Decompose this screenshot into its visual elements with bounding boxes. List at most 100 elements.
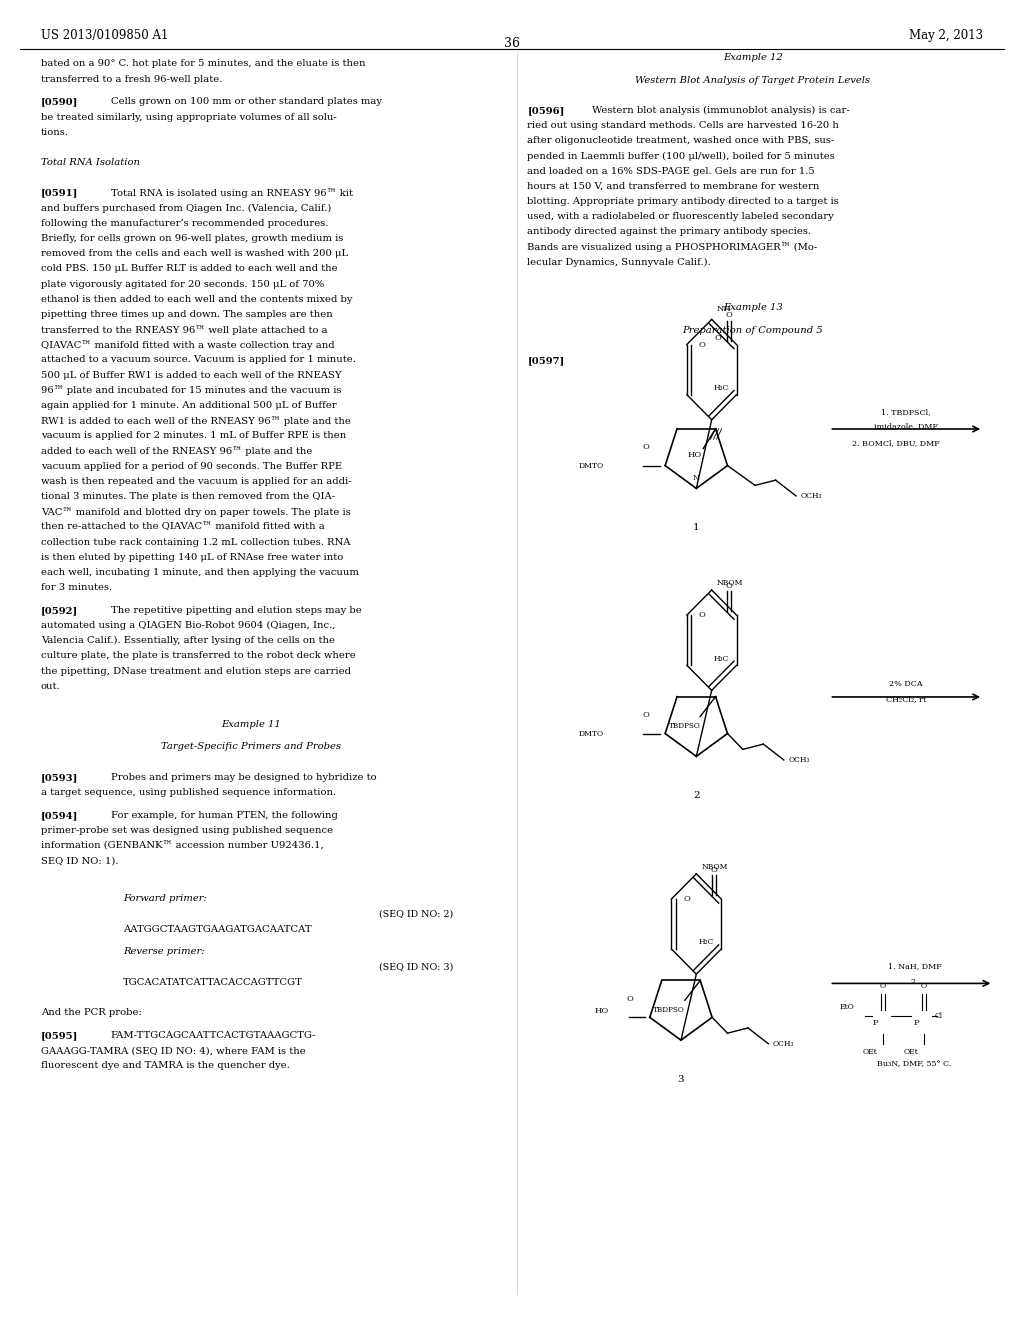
Text: [0590]: [0590] [41, 98, 78, 107]
Text: blotting. Appropriate primary antibody directed to a target is: blotting. Appropriate primary antibody d… [527, 197, 839, 206]
Text: 36: 36 [504, 37, 520, 50]
Text: 1: 1 [693, 524, 699, 532]
Text: TBDPSO: TBDPSO [669, 722, 700, 730]
Text: 1. TBDPSCl,: 1. TBDPSCl, [882, 408, 931, 416]
Text: is then eluted by pipetting 140 μL of RNAse free water into: is then eluted by pipetting 140 μL of RN… [41, 553, 343, 562]
Text: vacuum applied for a period of 90 seconds. The Buffer RPE: vacuum applied for a period of 90 second… [41, 462, 342, 471]
Text: Forward primer:: Forward primer: [123, 894, 207, 903]
Text: Example 11: Example 11 [221, 719, 281, 729]
Text: information (GENBANK™ accession number U92436.1,: information (GENBANK™ accession number U… [41, 841, 324, 850]
Text: H₃C: H₃C [698, 939, 714, 946]
Text: AATGGCTAAGTGAAGATGACAATCAT: AATGGCTAAGTGAAGATGACAATCAT [123, 924, 311, 933]
Text: O: O [642, 444, 649, 451]
Text: pended in Laemmli buffer (100 μl/well), boiled for 5 minutes: pended in Laemmli buffer (100 μl/well), … [527, 152, 836, 161]
Text: be treated similarly, using appropriate volumes of all solu-: be treated similarly, using appropriate … [41, 112, 337, 121]
Text: O: O [726, 582, 733, 590]
Text: [0596]: [0596] [527, 106, 564, 115]
Text: wash is then repeated and the vacuum is applied for an addi-: wash is then repeated and the vacuum is … [41, 477, 351, 486]
Text: Western Blot Analysis of Target Protein Levels: Western Blot Analysis of Target Protein … [635, 75, 870, 84]
Text: VAC™ manifold and blotted dry on paper towels. The plate is: VAC™ manifold and blotted dry on paper t… [41, 507, 350, 517]
Text: again applied for 1 minute. An additional 500 μL of Buffer: again applied for 1 minute. An additiona… [41, 401, 337, 411]
Text: following the manufacturer’s recommended procedures.: following the manufacturer’s recommended… [41, 219, 329, 228]
Text: 96™ plate and incubated for 15 minutes and the vacuum is: 96™ plate and incubated for 15 minutes a… [41, 385, 341, 396]
Text: US 2013/0109850 A1: US 2013/0109850 A1 [41, 29, 168, 42]
Text: 3: 3 [678, 1076, 684, 1084]
Text: H₃C: H₃C [714, 384, 729, 392]
Text: HO: HO [688, 451, 702, 459]
Text: CH₂Cl₂, rt: CH₂Cl₂, rt [886, 696, 927, 704]
Text: Western blot analysis (immunoblot analysis) is car-: Western blot analysis (immunoblot analys… [592, 106, 850, 115]
Text: For example, for human PTEN, the following: For example, for human PTEN, the followi… [111, 810, 338, 820]
Text: used, with a radiolabeled or fluorescently labeled secondary: used, with a radiolabeled or fluorescent… [527, 213, 835, 222]
Text: [0594]: [0594] [41, 810, 78, 820]
Text: vacuum is applied for 2 minutes. 1 mL of Buffer RPE is then: vacuum is applied for 2 minutes. 1 mL of… [41, 432, 346, 441]
Text: pipetting three times up and down. The samples are then: pipetting three times up and down. The s… [41, 310, 333, 319]
Text: O: O [921, 982, 927, 990]
Text: QIAVAC™ manifold fitted with a waste collection tray and: QIAVAC™ manifold fitted with a waste col… [41, 341, 335, 350]
Text: P: P [913, 1019, 920, 1027]
Text: Target-Specific Primers and Probes: Target-Specific Primers and Probes [161, 742, 341, 751]
Text: bated on a 90° C. hot plate for 5 minutes, and the eluate is then: bated on a 90° C. hot plate for 5 minute… [41, 59, 366, 69]
Text: then re-attached to the QIAVAC™ manifold fitted with a: then re-attached to the QIAVAC™ manifold… [41, 523, 325, 532]
Text: ethanol is then added to each well and the contents mixed by: ethanol is then added to each well and t… [41, 294, 352, 304]
Text: [0591]: [0591] [41, 189, 78, 198]
Text: Valencia Calif.). Essentially, after lysing of the cells on the: Valencia Calif.). Essentially, after lys… [41, 636, 335, 645]
Text: 1. NaH, DMF: 1. NaH, DMF [888, 962, 941, 970]
Text: tional 3 minutes. The plate is then removed from the QIA-: tional 3 minutes. The plate is then remo… [41, 492, 335, 502]
Text: H₃C: H₃C [714, 655, 729, 663]
Text: TGCACATATCATTACACCAGTTCGT: TGCACATATCATTACACCAGTTCGT [123, 978, 303, 987]
Text: Briefly, for cells grown on 96-well plates, growth medium is: Briefly, for cells grown on 96-well plat… [41, 234, 343, 243]
Text: SEQ ID NO: 1).: SEQ ID NO: 1). [41, 857, 119, 866]
Text: automated using a QIAGEN Bio-Robot 9604 (Qiagen, Inc.,: automated using a QIAGEN Bio-Robot 9604 … [41, 620, 336, 630]
Text: NBOM: NBOM [717, 579, 743, 587]
Text: Probes and primers may be designed to hybridize to: Probes and primers may be designed to hy… [111, 772, 376, 781]
Text: and buffers purchased from Qiagen Inc. (Valencia, Calif.): and buffers purchased from Qiagen Inc. (… [41, 203, 332, 213]
Text: OEt: OEt [904, 1048, 919, 1056]
Text: O: O [726, 312, 733, 319]
Text: 2.: 2. [910, 978, 919, 986]
Text: a target sequence, using published sequence information.: a target sequence, using published seque… [41, 788, 336, 797]
Text: cold PBS. 150 μL Buffer RLT is added to each well and the: cold PBS. 150 μL Buffer RLT is added to … [41, 264, 338, 273]
Text: And the PCR probe:: And the PCR probe: [41, 1008, 142, 1018]
Text: OCH₃: OCH₃ [788, 756, 810, 764]
Text: primer-probe set was designed using published sequence: primer-probe set was designed using publ… [41, 826, 333, 836]
Text: Example 13: Example 13 [723, 304, 782, 313]
Text: 2% DCA: 2% DCA [890, 680, 923, 688]
Text: (SEQ ID NO: 2): (SEQ ID NO: 2) [379, 909, 454, 919]
Text: [0593]: [0593] [41, 772, 78, 781]
Text: O: O [683, 895, 690, 903]
Text: OCH₃: OCH₃ [801, 492, 822, 500]
Text: hours at 150 V, and transferred to membrane for western: hours at 150 V, and transferred to membr… [527, 182, 820, 191]
Text: May 2, 2013: May 2, 2013 [909, 29, 983, 42]
Text: imidazole, DMF: imidazole, DMF [874, 422, 938, 430]
Text: attached to a vacuum source. Vacuum is applied for 1 minute.: attached to a vacuum source. Vacuum is a… [41, 355, 355, 364]
Text: added to each well of the RNEASY 96™ plate and the: added to each well of the RNEASY 96™ pla… [41, 446, 312, 457]
Text: O: O [711, 866, 718, 874]
Text: 2. BOMCl, DBU, DMF: 2. BOMCl, DBU, DMF [852, 440, 940, 447]
Text: RW1 is added to each well of the RNEASY 96™ plate and the: RW1 is added to each well of the RNEASY … [41, 416, 351, 426]
Text: Preparation of Compound 5: Preparation of Compound 5 [682, 326, 823, 335]
Text: Example 12: Example 12 [723, 53, 782, 62]
Text: fluorescent dye and TAMRA is the quencher dye.: fluorescent dye and TAMRA is the quenche… [41, 1061, 290, 1071]
Text: HO: HO [595, 1007, 609, 1015]
Text: O: O [642, 711, 649, 719]
Text: OCH₃: OCH₃ [773, 1040, 795, 1048]
Text: EtO: EtO [840, 1003, 854, 1011]
Text: Total RNA Isolation: Total RNA Isolation [41, 158, 140, 168]
Text: lecular Dynamics, Sunnyvale Calif.).: lecular Dynamics, Sunnyvale Calif.). [527, 257, 711, 267]
Text: Cl: Cl [935, 1012, 943, 1020]
Text: 2: 2 [693, 792, 699, 800]
Text: The repetitive pipetting and elution steps may be: The repetitive pipetting and elution ste… [111, 606, 361, 615]
Text: DMTO: DMTO [579, 730, 604, 738]
Text: NH: NH [717, 305, 731, 313]
Text: out.: out. [41, 681, 60, 690]
Text: O: O [880, 982, 886, 990]
Text: O: O [627, 995, 634, 1003]
Text: culture plate, the plate is transferred to the robot deck where: culture plate, the plate is transferred … [41, 651, 355, 660]
Text: Cells grown on 100 mm or other standard plates may: Cells grown on 100 mm or other standard … [111, 98, 382, 107]
Text: collection tube rack containing 1.2 mL collection tubes. RNA: collection tube rack containing 1.2 mL c… [41, 537, 350, 546]
Text: for 3 minutes.: for 3 minutes. [41, 583, 112, 593]
Text: (SEQ ID NO: 3): (SEQ ID NO: 3) [379, 962, 454, 972]
Text: DMTO: DMTO [579, 462, 604, 470]
Text: Bu₃N, DMF, 55° C.: Bu₃N, DMF, 55° C. [878, 1060, 951, 1068]
